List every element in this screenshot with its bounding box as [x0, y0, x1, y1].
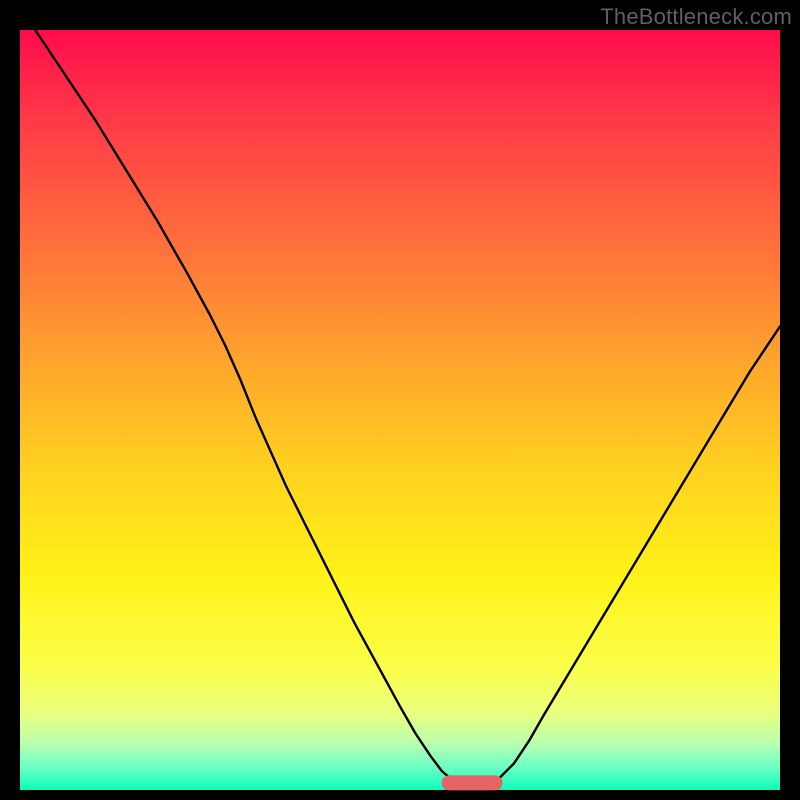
watermark-text: TheBottleneck.com: [600, 4, 792, 30]
bottleneck-curve: [35, 30, 780, 786]
chart-frame: TheBottleneck.com: [0, 0, 800, 800]
optimal-marker: [442, 776, 503, 791]
plot-area: [20, 30, 780, 790]
bottleneck-curve-layer: [20, 30, 780, 790]
